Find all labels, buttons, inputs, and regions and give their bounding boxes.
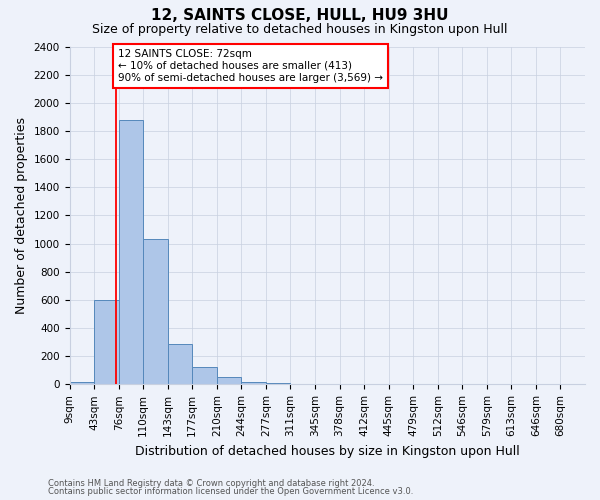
Bar <box>241 382 266 384</box>
Text: Contains HM Land Registry data © Crown copyright and database right 2024.: Contains HM Land Registry data © Crown c… <box>48 478 374 488</box>
Text: Size of property relative to detached houses in Kingston upon Hull: Size of property relative to detached ho… <box>92 22 508 36</box>
Bar <box>94 300 119 384</box>
Bar <box>192 368 217 384</box>
Text: 12, SAINTS CLOSE, HULL, HU9 3HU: 12, SAINTS CLOSE, HULL, HU9 3HU <box>151 8 449 22</box>
Text: 12 SAINTS CLOSE: 72sqm
← 10% of detached houses are smaller (413)
90% of semi-de: 12 SAINTS CLOSE: 72sqm ← 10% of detached… <box>118 50 383 82</box>
Bar <box>119 120 143 384</box>
Y-axis label: Number of detached properties: Number of detached properties <box>15 117 28 314</box>
Bar <box>168 344 192 385</box>
X-axis label: Distribution of detached houses by size in Kingston upon Hull: Distribution of detached houses by size … <box>135 444 520 458</box>
Bar <box>266 383 290 384</box>
Bar <box>70 382 94 384</box>
Bar <box>143 240 168 384</box>
Text: Contains public sector information licensed under the Open Government Licence v3: Contains public sector information licen… <box>48 487 413 496</box>
Bar <box>217 378 241 384</box>
